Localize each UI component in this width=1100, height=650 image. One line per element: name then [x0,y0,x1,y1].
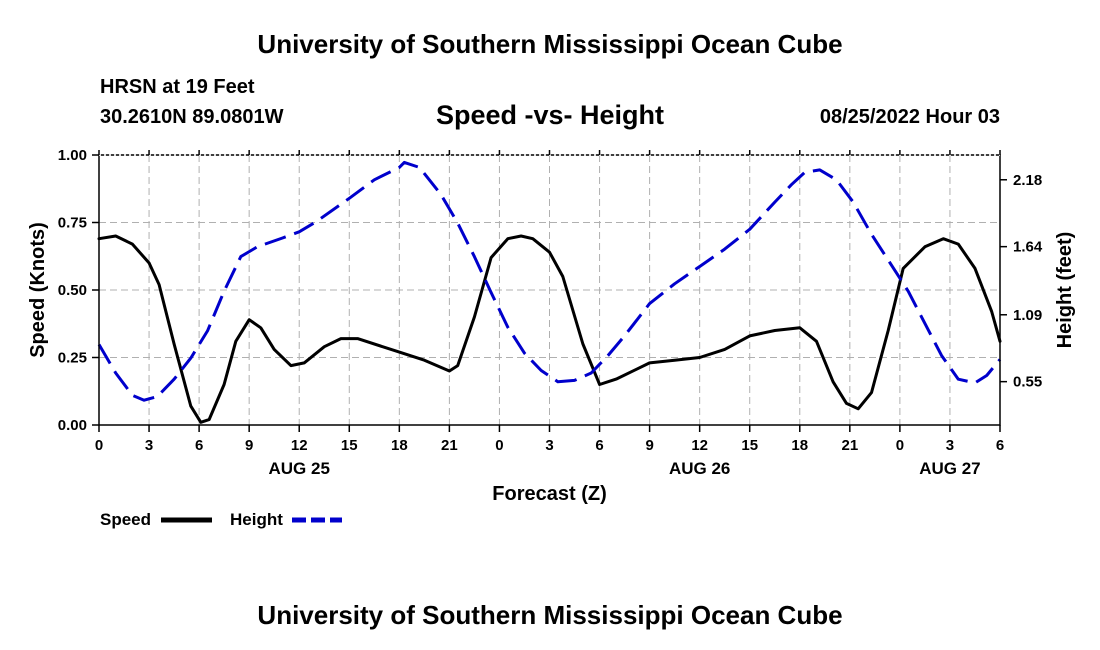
forecast-timestamp: 08/25/2022 Hour 03 [819,106,1000,128]
x-tick-label: 3 [946,437,954,454]
y-tick-label: 0.75 [58,215,87,232]
x-tick-label: 6 [996,437,1004,454]
date-label: AUG 27 [919,459,980,478]
speed-height-chart: 0 3 6 9 12 15 18 21 0 3 6 9 12 15 18 21 0 3 6 AUG 25 AUG 26 A… [27,147,1076,529]
x-tick-label: 12 [691,437,708,454]
station-name: HRSN at 19 Feet [100,76,255,98]
y-tick-label: 0.50 [58,282,87,299]
legend: Speed Height [100,510,342,529]
x-tick-label: 15 [741,437,758,454]
x-axis-label: Forecast (Z) [492,483,606,505]
y2-tick-label: 2.18 [1013,172,1042,189]
x-tick-label: 6 [595,437,603,454]
x-tick-label: 0 [896,437,904,454]
y2-tick-label: 1.09 [1013,307,1042,324]
date-label: AUG 26 [669,459,730,478]
x-tick-label: 12 [291,437,308,454]
x-tick-label: 21 [841,437,858,454]
series-layer [97,160,1002,424]
x-tick-label: 18 [791,437,808,454]
series-height-line [97,160,1002,402]
x-tick-label: 0 [95,437,103,454]
y-tick-label: 0.25 [58,350,87,367]
date-label: AUG 25 [269,459,330,478]
main-title: University of Southern Mississippi Ocean… [257,29,843,59]
x-tick-label: 18 [391,437,408,454]
y-axis-label: Speed (Knots) [27,222,49,358]
x-tick-label: 21 [441,437,458,454]
footer-title: University of Southern Mississippi Ocean… [257,600,843,630]
chart-title: Speed -vs- Height [435,100,665,130]
station-coordinates: 30.2610N 89.0801W [100,106,284,128]
x-tick-label: 3 [545,437,553,454]
x-tick-label: 9 [645,437,653,454]
y-tick-label: 0.00 [58,417,87,434]
axis-ticks: 0 3 6 9 12 15 18 21 0 3 6 9 12 15 18 21 0 3 6 AUG 25 AUG 26 A… [58,147,1043,478]
x-tick-label: 6 [195,437,203,454]
series-speed-line [97,234,1002,424]
y2-tick-label: 1.64 [1013,239,1043,256]
y-tick-label: 1.00 [58,147,87,164]
x-tick-label: 15 [341,437,358,454]
y2-axis-label: Height (feet) [1054,232,1076,349]
x-tick-label: 3 [145,437,153,454]
x-tick-label: 0 [495,437,503,454]
x-tick-label: 9 [245,437,253,454]
legend-height-label: Height [230,510,283,529]
grid-lines [99,155,1000,425]
y2-tick-label: 0.55 [1013,374,1042,391]
legend-speed-label: Speed [100,510,151,529]
